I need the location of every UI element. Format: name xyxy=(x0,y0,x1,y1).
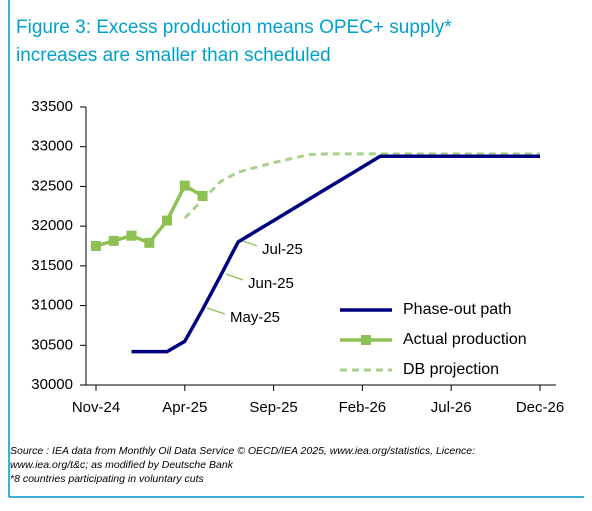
legend-label: Actual production xyxy=(403,331,527,348)
series-line xyxy=(131,154,540,354)
x-tick-label: Nov-24 xyxy=(72,399,120,416)
marker xyxy=(144,237,155,248)
y-tick-label: 30500 xyxy=(31,336,73,353)
marker xyxy=(126,230,137,241)
marker xyxy=(91,241,101,251)
note: Source : IEA data from Monthly Oil Data … xyxy=(10,445,475,457)
annotation: Jul-25 xyxy=(262,241,303,258)
x-tick-label: Apr-25 xyxy=(162,399,207,416)
legend-marker xyxy=(361,335,371,345)
y-tick-label: 31000 xyxy=(31,297,73,314)
notes: Source : IEA data from Monthly Oil Data … xyxy=(10,445,475,485)
marker xyxy=(197,190,208,201)
marker xyxy=(179,180,190,191)
x-tick-label: Feb-26 xyxy=(339,399,387,416)
note: *8 countries participating in voluntary … xyxy=(10,473,205,485)
y-tick-label: 33000 xyxy=(31,138,73,155)
marker xyxy=(162,215,173,226)
y-tick-label: 31500 xyxy=(31,257,73,274)
x-tick-label: Jul-26 xyxy=(431,399,472,416)
chart-title: Figure 3: Excess production means OPEC+ … xyxy=(16,17,452,38)
x-tick-label: Dec-26 xyxy=(516,399,564,416)
legend-label: DB projection xyxy=(403,361,499,378)
annotation-leader xyxy=(225,273,244,281)
annotation: Jun-25 xyxy=(248,275,294,292)
y-tick-label: 32000 xyxy=(31,217,73,234)
y-tick-label: 32500 xyxy=(31,177,73,194)
x-tick-label: Sep-25 xyxy=(249,399,297,416)
series-line xyxy=(183,152,540,220)
annotation: May-25 xyxy=(230,309,280,326)
annotation-leader xyxy=(242,240,258,247)
annotation-leader xyxy=(206,307,226,315)
legend-label: Phase-out path xyxy=(403,301,512,318)
y-tick-label: 33500 xyxy=(31,98,73,115)
y-tick-label: 30000 xyxy=(31,376,73,393)
chart-subtitle: increases are smaller than scheduled xyxy=(16,45,331,66)
note: www.iea.org/t&c; as modified by Deutsche… xyxy=(10,459,234,471)
marker xyxy=(108,235,119,246)
